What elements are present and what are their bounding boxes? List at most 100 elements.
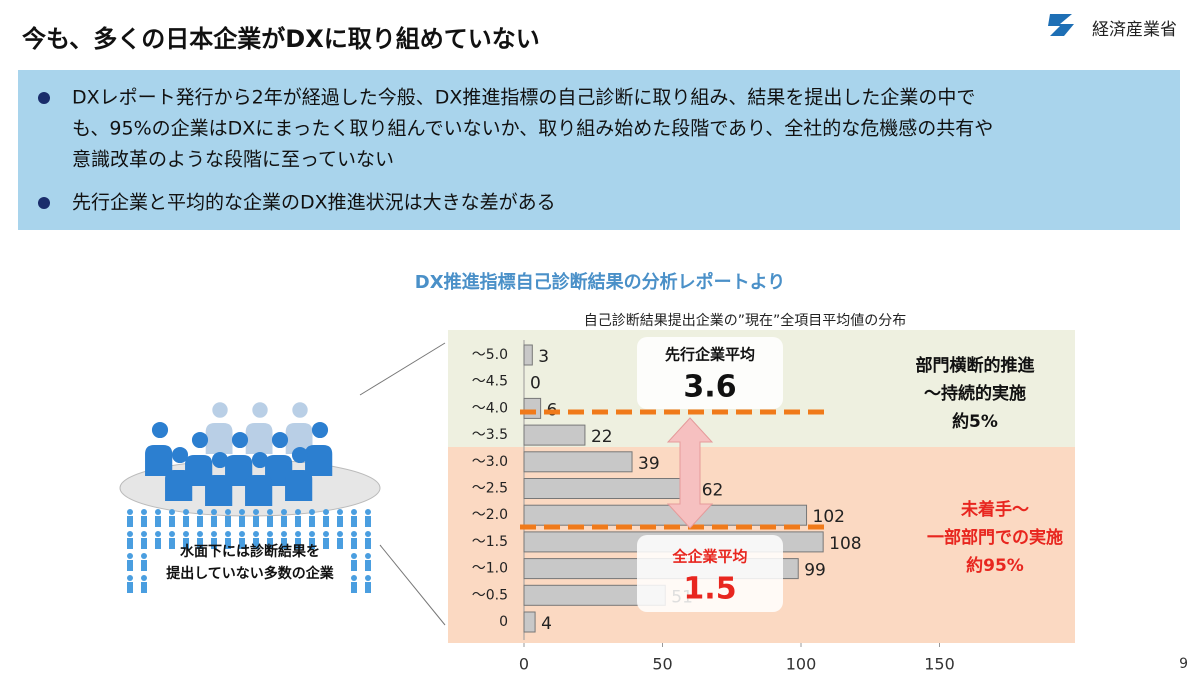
person-head — [212, 402, 228, 418]
small-person-head — [365, 575, 371, 581]
value-label: 3 — [538, 347, 549, 367]
small-person-head — [267, 509, 273, 515]
small-person-head — [127, 531, 133, 537]
person-body — [145, 445, 173, 476]
person-head — [151, 421, 169, 439]
person-body — [165, 470, 193, 501]
zone-label: 未着手～ — [960, 499, 1029, 520]
small-person-body — [351, 516, 357, 527]
bullet-dot — [38, 92, 50, 104]
zone-label: 約95% — [966, 555, 1024, 576]
small-person-head — [197, 509, 203, 515]
small-person-body — [197, 538, 203, 549]
small-person-body — [169, 538, 175, 549]
small-person-body — [183, 538, 189, 549]
small-person-head — [323, 531, 329, 537]
small-person-body — [281, 516, 287, 527]
value-label: 0 — [530, 374, 541, 394]
logo-mark — [1048, 14, 1074, 36]
small-person-body — [127, 538, 133, 549]
connector — [379, 544, 446, 626]
small-person-body — [127, 582, 133, 593]
leader-box — [637, 337, 783, 409]
person-body — [245, 423, 273, 454]
leader-value: 3.6 — [683, 370, 736, 405]
small-person-head — [365, 531, 371, 537]
small-person-head — [351, 575, 357, 581]
person-head — [292, 402, 308, 418]
person-body — [285, 423, 313, 454]
y-tick-label: ～5.0 — [472, 347, 508, 363]
person-body — [305, 445, 333, 476]
small-person-head — [141, 509, 147, 515]
bar — [523, 344, 533, 366]
small-person-head — [211, 509, 217, 515]
summary-box — [18, 70, 1180, 230]
person-head — [291, 446, 309, 464]
small-person-head — [295, 509, 301, 515]
x-tick-label: 50 — [652, 655, 672, 674]
small-person-body — [197, 516, 203, 527]
x-tick-label: 100 — [786, 655, 817, 674]
small-person-body — [141, 582, 147, 593]
small-person-head — [127, 575, 133, 581]
small-person-head — [309, 509, 315, 515]
small-person-head — [183, 509, 189, 515]
illustration-text: 水面下には診断結果を — [180, 543, 320, 560]
small-person-body — [323, 516, 329, 527]
overall-value: 1.5 — [683, 572, 736, 607]
small-person-head — [323, 509, 329, 515]
small-person-body — [281, 538, 287, 549]
small-person-body — [309, 538, 315, 549]
person-head — [231, 431, 249, 449]
overall-label: 全企業平均 — [671, 548, 747, 566]
logo-text: 経済産業省 — [1092, 20, 1177, 40]
value-label: 62 — [702, 481, 724, 501]
y-tick-label: ～2.0 — [472, 507, 508, 523]
small-person-head — [225, 509, 231, 515]
small-person-body — [337, 516, 343, 527]
y-tick-label: ～4.5 — [472, 374, 508, 390]
small-person-body — [253, 516, 259, 527]
small-person-head — [253, 509, 259, 515]
small-person-body — [225, 538, 231, 549]
y-tick-label: ～3.5 — [472, 427, 508, 443]
small-person-body — [141, 516, 147, 527]
small-person-body — [141, 538, 147, 549]
illustration-text: 提出していない多数の企業 — [166, 565, 335, 582]
small-person-body — [127, 560, 133, 571]
small-person-head — [183, 531, 189, 537]
value-label: 22 — [591, 427, 613, 447]
small-person-body — [267, 538, 273, 549]
small-person-head — [351, 531, 357, 537]
small-person-body — [155, 516, 161, 527]
small-person-head — [267, 531, 273, 537]
bar — [523, 611, 536, 633]
small-person-head — [127, 553, 133, 559]
small-person-head — [337, 531, 343, 537]
small-person-head — [141, 531, 147, 537]
bar — [523, 397, 542, 419]
bullet-text: 先行企業と平均的な企業のDX推進状況は大きな差がある — [72, 192, 556, 214]
y-tick-label: ～2.5 — [472, 481, 508, 497]
small-person-head — [239, 509, 245, 515]
small-person-body — [351, 560, 357, 571]
person-body — [285, 470, 313, 501]
small-person-body — [169, 516, 175, 527]
small-person-head — [351, 509, 357, 515]
small-person-head — [197, 531, 203, 537]
small-person-body — [295, 516, 301, 527]
small-person-body — [239, 516, 245, 527]
y-tick-label: ～4.0 — [472, 400, 508, 416]
small-person-head — [141, 553, 147, 559]
zone-label: ～持続的実施 — [924, 383, 1026, 404]
bar — [523, 478, 697, 499]
x-tick-label: 150 — [924, 655, 955, 674]
small-person-head — [351, 553, 357, 559]
chart-title: DX推進指標自己診断結果の分析レポートより — [415, 271, 785, 293]
small-person-head — [365, 509, 371, 515]
small-person-head — [309, 531, 315, 537]
zone-label: 一部部門での実施 — [927, 527, 1063, 548]
person-body — [225, 455, 253, 486]
